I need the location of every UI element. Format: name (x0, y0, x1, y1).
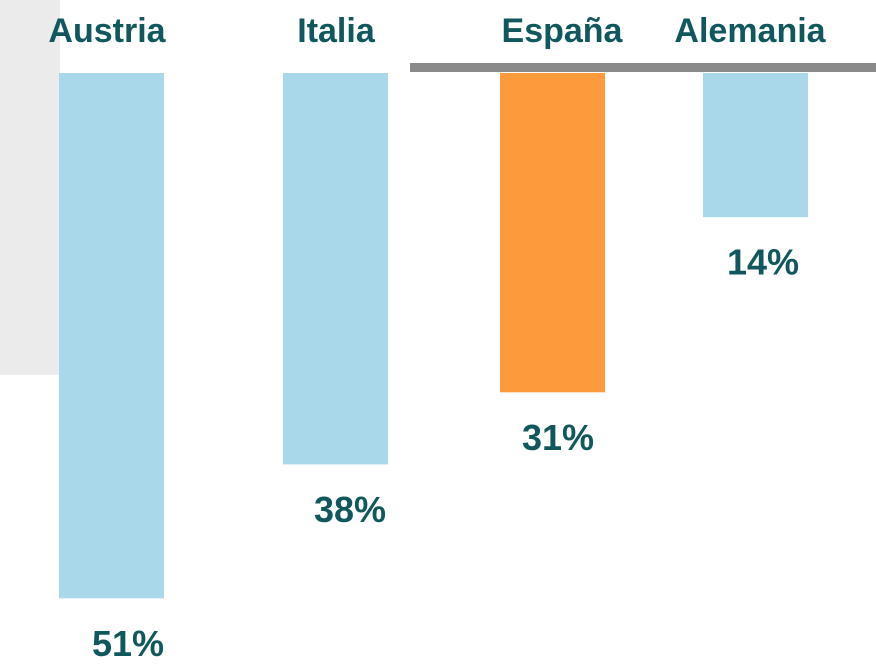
category-label: Alemania (674, 12, 826, 50)
category-label: Italia (297, 12, 376, 50)
value-label: 51% (92, 623, 164, 664)
bar (59, 73, 164, 599)
bar (500, 73, 605, 393)
value-label: 31% (522, 417, 594, 458)
category-label: Austria (48, 12, 166, 50)
category-label: España (502, 12, 624, 50)
value-label: 14% (727, 242, 799, 283)
bar (283, 73, 388, 465)
axis-line (410, 63, 876, 72)
value-label: 38% (314, 489, 386, 530)
background-panel (0, 0, 60, 375)
bar (703, 73, 808, 218)
